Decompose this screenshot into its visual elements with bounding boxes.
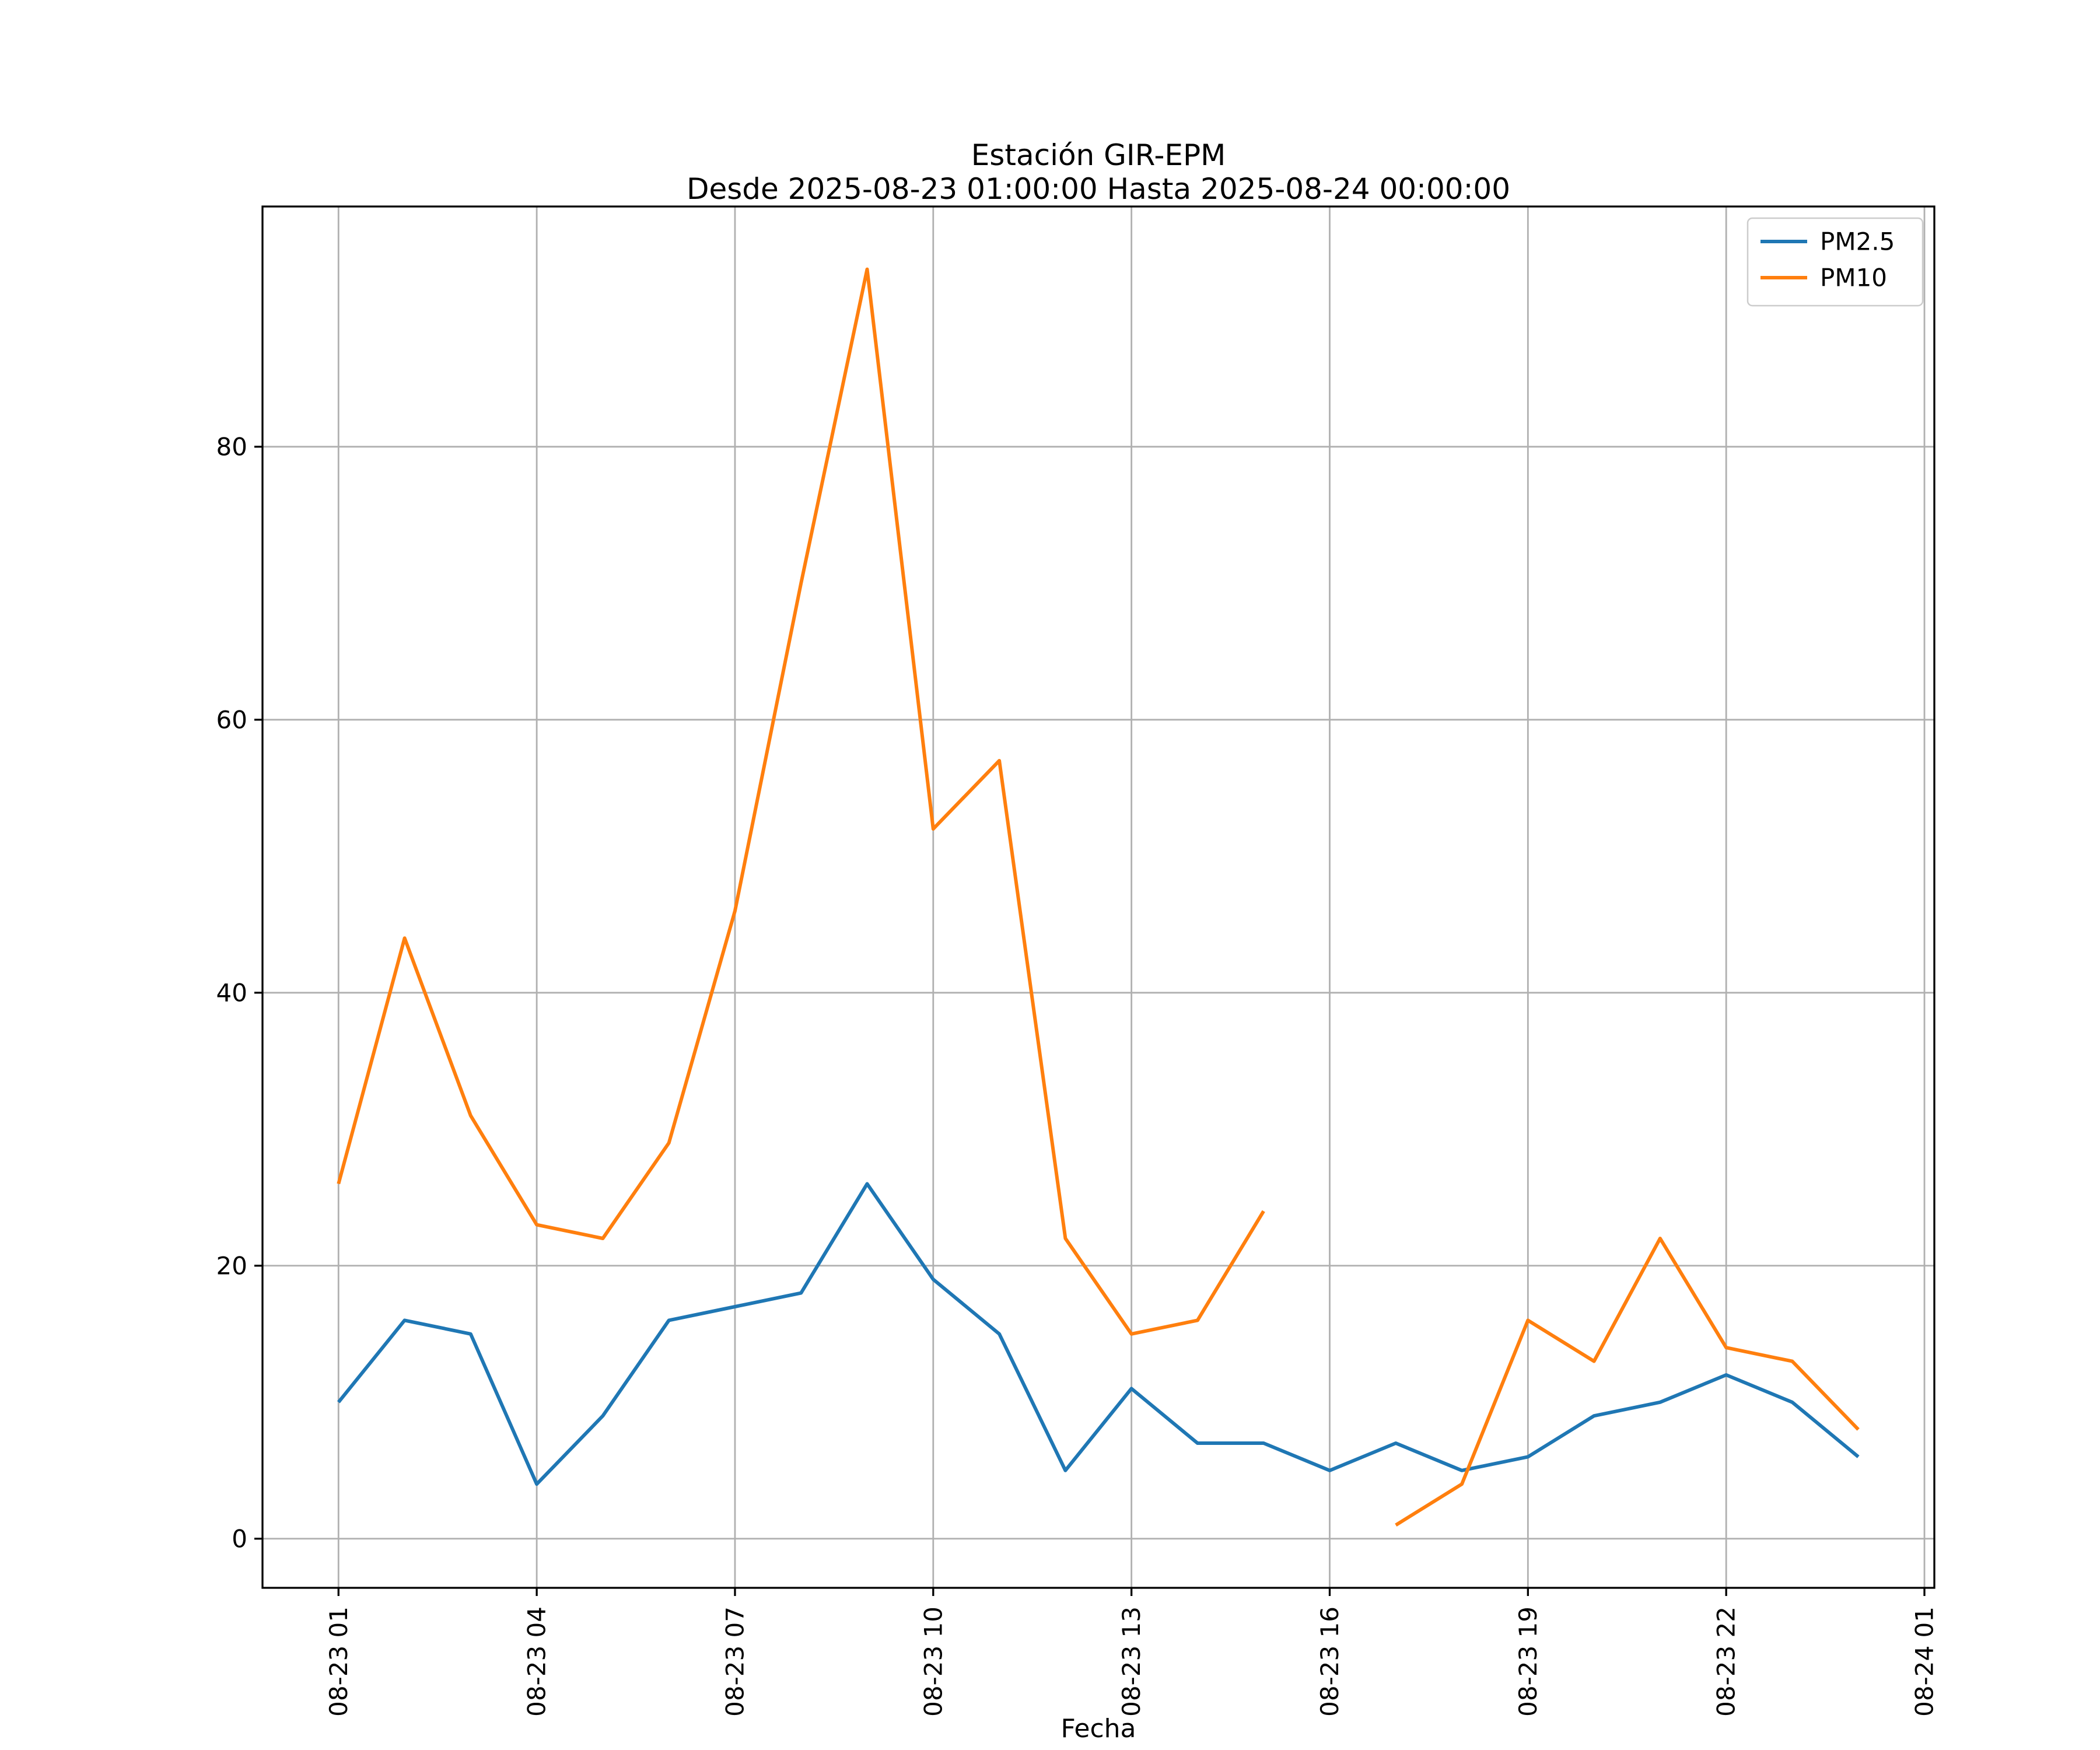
chart-subtitle: Desde 2025-08-23 01:00:00 Hasta 2025-08-… xyxy=(687,172,1510,206)
x-tick-label: 08-23 01 xyxy=(324,1606,353,1717)
y-tick-label: 80 xyxy=(216,432,247,461)
y-tick-label: 40 xyxy=(216,978,247,1007)
chart-title: Estación GIR-EPM xyxy=(971,138,1226,172)
x-tick-label: 08-23 04 xyxy=(523,1606,551,1717)
x-axis-label: Fecha xyxy=(1060,1714,1136,1744)
x-tick-label: 08-24 01 xyxy=(1910,1606,1939,1717)
x-tick-label: 08-23 13 xyxy=(1117,1606,1146,1717)
y-tick-label: 0 xyxy=(232,1524,247,1553)
x-tick-label: 08-23 16 xyxy=(1315,1606,1344,1717)
x-tick-label: 08-23 19 xyxy=(1514,1606,1542,1717)
series-line-pm2-5 xyxy=(337,1182,1860,1486)
tick-layer: 08-23 01 08-23 04 08-23 07 08-23 10 08-23 13… xyxy=(216,432,1939,1717)
x-tick-label: 08-23 22 xyxy=(1712,1606,1741,1717)
legend-label-pm10: PM10 xyxy=(1820,264,1887,292)
legend-label-pm2-5: PM2.5 xyxy=(1820,228,1895,256)
axes-frame xyxy=(261,205,1936,1589)
series-layer xyxy=(337,267,1860,1527)
y-tick-label: 60 xyxy=(216,705,247,734)
x-tick-label: 08-23 07 xyxy=(720,1606,749,1717)
y-tick-label: 20 xyxy=(216,1251,247,1280)
series-line-pm10 xyxy=(337,267,1860,1527)
grid-layer xyxy=(262,206,1934,1588)
legend: PM2.5 PM10 xyxy=(1746,217,1924,307)
x-tick-label: 08-23 10 xyxy=(919,1606,947,1717)
